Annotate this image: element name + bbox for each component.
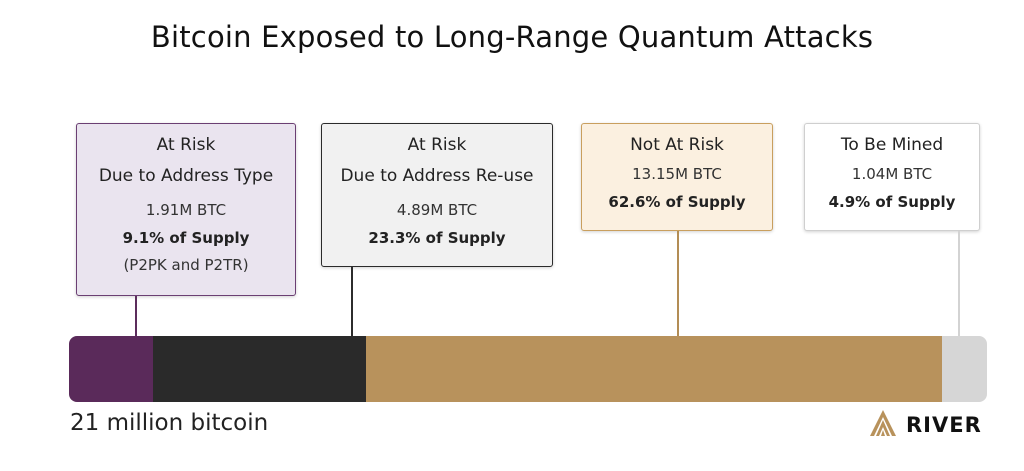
card-address-type: At Risk Due to Address Type 1.91M BTC 9.… [76,123,296,296]
card-heading-line1: At Risk [156,135,216,155]
card-amount: 4.89M BTC [396,201,478,219]
card-amount: 1.04M BTC [851,165,933,183]
bar-segment-2 [366,336,942,402]
card-not-at-risk: Not At Risk 13.15M BTC 62.6% of Supply [581,123,773,231]
river-chevron-logo-icon [868,408,898,443]
bar-segment-3 [941,336,987,402]
card-share: 4.9% of Supply [828,193,956,211]
card-amount: 13.15M BTC [632,165,722,183]
card-to-be-mined: To Be Mined 1.04M BTC 4.9% of Supply [804,123,980,231]
card-share: 23.3% of Supply [368,229,506,247]
bar-segment-1 [152,336,367,402]
total-supply-label: 21 million bitcoin [70,410,269,436]
card-share: 62.6% of Supply [608,193,746,211]
card-heading-line2: Due to Address Re-use [340,166,534,186]
card-heading-line1: At Risk [407,135,467,155]
connector-line-address-type [135,296,137,336]
river-logo: RIVER [868,408,982,443]
connector-line-to-be-mined [958,231,960,336]
connector-line-not-at-risk [677,231,679,336]
card-address-reuse: At Risk Due to Address Re-use 4.89M BTC … [321,123,553,267]
card-share: 9.1% of Supply [122,229,250,247]
brand-name: RIVER [906,413,982,437]
chart-title: Bitcoin Exposed to Long-Range Quantum At… [150,20,874,54]
connector-line-address-reuse [351,267,353,336]
card-amount: 1.91M BTC [145,201,227,219]
card-note: (P2PK and P2TR) [123,256,249,274]
card-heading: Not At Risk [630,135,724,155]
card-heading: To Be Mined [840,135,944,155]
bar-segment-0 [69,336,153,402]
card-heading-line2: Due to Address Type [98,166,274,186]
supply-stacked-bar [69,336,987,402]
